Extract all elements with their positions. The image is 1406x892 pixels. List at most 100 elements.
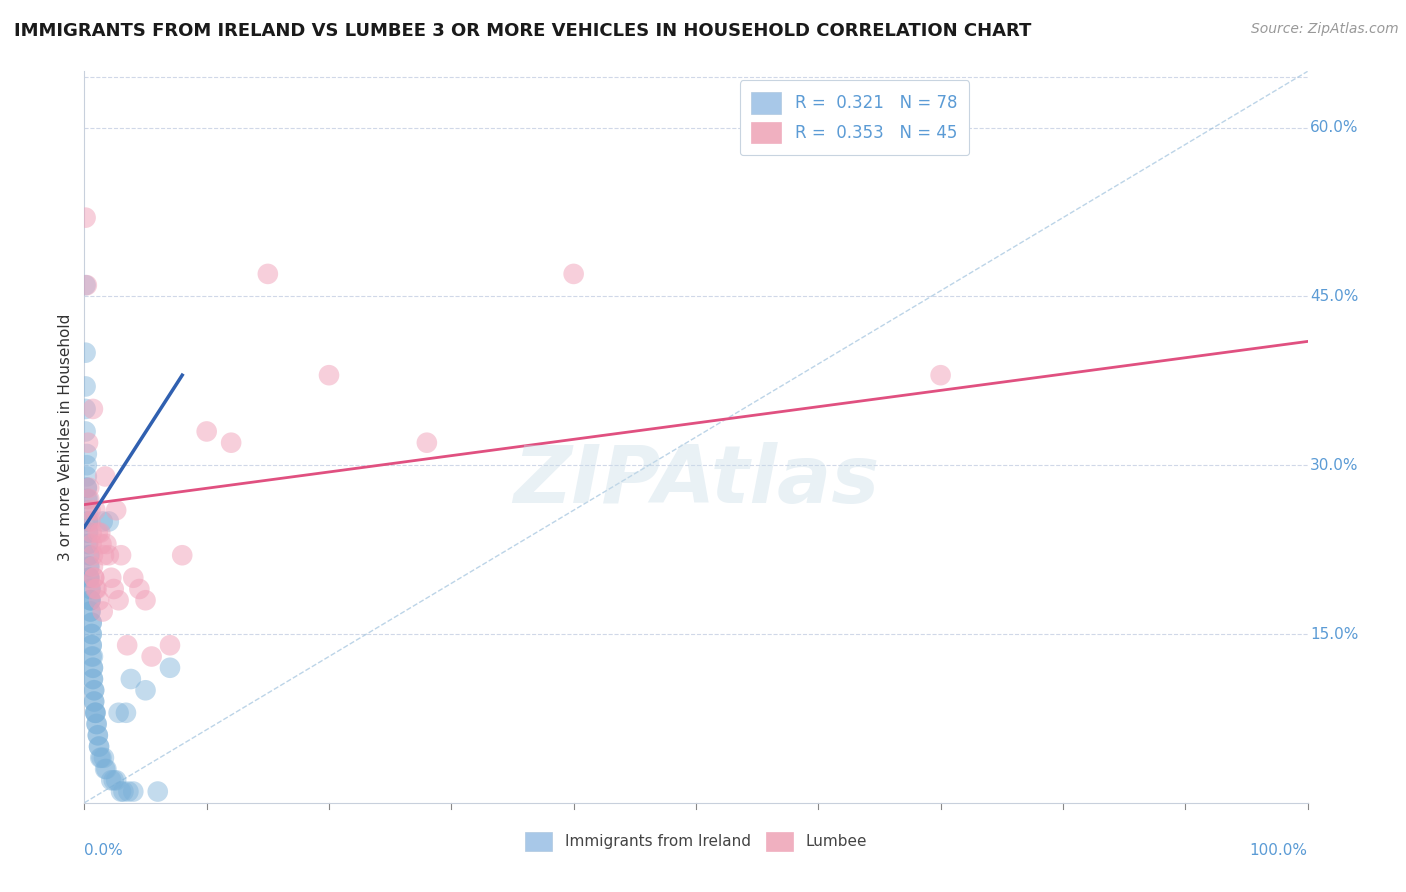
Point bbox=[80, 525, 103, 540]
Point bbox=[159, 661, 181, 675]
Point bbox=[83, 694, 105, 708]
Point bbox=[84, 706, 107, 720]
Point bbox=[87, 525, 110, 540]
Point bbox=[96, 537, 118, 551]
Point bbox=[80, 638, 103, 652]
Text: Source: ZipAtlas.com: Source: ZipAtlas.com bbox=[1251, 22, 1399, 37]
Point bbox=[76, 481, 98, 495]
Point bbox=[79, 582, 101, 596]
Point bbox=[77, 525, 100, 540]
Point bbox=[84, 503, 107, 517]
Point bbox=[89, 751, 111, 765]
Point bbox=[79, 593, 101, 607]
Point bbox=[562, 267, 585, 281]
Point bbox=[172, 548, 194, 562]
Text: 45.0%: 45.0% bbox=[1310, 289, 1358, 304]
Point bbox=[97, 515, 120, 529]
Text: ZIPAtlas: ZIPAtlas bbox=[513, 442, 879, 520]
Point bbox=[79, 605, 101, 619]
Point bbox=[82, 548, 104, 562]
Point bbox=[86, 717, 108, 731]
Point bbox=[82, 559, 104, 574]
Point bbox=[416, 435, 439, 450]
Point bbox=[90, 751, 112, 765]
Point bbox=[82, 672, 104, 686]
Legend: Immigrants from Ireland, Lumbee: Immigrants from Ireland, Lumbee bbox=[519, 825, 873, 857]
Point bbox=[76, 447, 98, 461]
Point bbox=[87, 728, 110, 742]
Point bbox=[91, 515, 114, 529]
Point bbox=[83, 683, 105, 698]
Point bbox=[110, 548, 132, 562]
Text: 60.0%: 60.0% bbox=[1310, 120, 1358, 135]
Point bbox=[91, 605, 114, 619]
Point bbox=[77, 491, 100, 506]
Y-axis label: 3 or more Vehicles in Household: 3 or more Vehicles in Household bbox=[58, 313, 73, 561]
Point bbox=[77, 559, 100, 574]
Point bbox=[87, 739, 110, 754]
Point bbox=[76, 278, 98, 293]
Point bbox=[76, 458, 98, 473]
Point bbox=[135, 683, 157, 698]
Point bbox=[77, 548, 100, 562]
Point bbox=[82, 672, 104, 686]
Point bbox=[75, 425, 97, 439]
Point bbox=[94, 762, 117, 776]
Point bbox=[79, 605, 101, 619]
Point bbox=[93, 751, 115, 765]
Point bbox=[122, 571, 145, 585]
Point bbox=[79, 593, 101, 607]
Text: 0.0%: 0.0% bbox=[84, 843, 124, 858]
Point bbox=[84, 706, 107, 720]
Point bbox=[141, 649, 163, 664]
Point bbox=[100, 571, 122, 585]
Point bbox=[77, 571, 100, 585]
Point bbox=[79, 593, 101, 607]
Point bbox=[87, 728, 110, 742]
Point bbox=[75, 401, 97, 416]
Point bbox=[86, 717, 108, 731]
Point bbox=[75, 345, 97, 359]
Point bbox=[79, 503, 101, 517]
Point bbox=[80, 627, 103, 641]
Point bbox=[112, 784, 135, 798]
Point bbox=[87, 739, 110, 754]
Point bbox=[103, 582, 125, 596]
Point bbox=[117, 784, 139, 798]
Point bbox=[84, 582, 107, 596]
Point bbox=[77, 435, 100, 450]
Point bbox=[96, 762, 118, 776]
Point bbox=[83, 571, 105, 585]
Point bbox=[77, 515, 100, 529]
Point bbox=[77, 571, 100, 585]
Point bbox=[76, 481, 98, 495]
Point bbox=[105, 773, 128, 788]
Point bbox=[76, 469, 98, 483]
Point bbox=[107, 593, 129, 607]
Point bbox=[77, 537, 100, 551]
Point bbox=[84, 706, 107, 720]
Point bbox=[115, 638, 138, 652]
Point bbox=[120, 672, 142, 686]
Point bbox=[83, 694, 105, 708]
Point bbox=[82, 649, 104, 664]
Point bbox=[128, 582, 150, 596]
Point bbox=[83, 571, 105, 585]
Point bbox=[82, 401, 104, 416]
Point bbox=[87, 593, 110, 607]
Point bbox=[75, 278, 97, 293]
Point bbox=[110, 784, 132, 798]
Point bbox=[86, 582, 108, 596]
Point bbox=[75, 211, 97, 225]
Point bbox=[135, 593, 157, 607]
Point bbox=[77, 491, 100, 506]
Point bbox=[97, 548, 120, 562]
Point bbox=[83, 683, 105, 698]
Point bbox=[195, 425, 218, 439]
Point bbox=[93, 548, 115, 562]
Point bbox=[89, 525, 111, 540]
Point bbox=[105, 503, 128, 517]
Point bbox=[146, 784, 169, 798]
Point bbox=[100, 773, 122, 788]
Point bbox=[122, 784, 145, 798]
